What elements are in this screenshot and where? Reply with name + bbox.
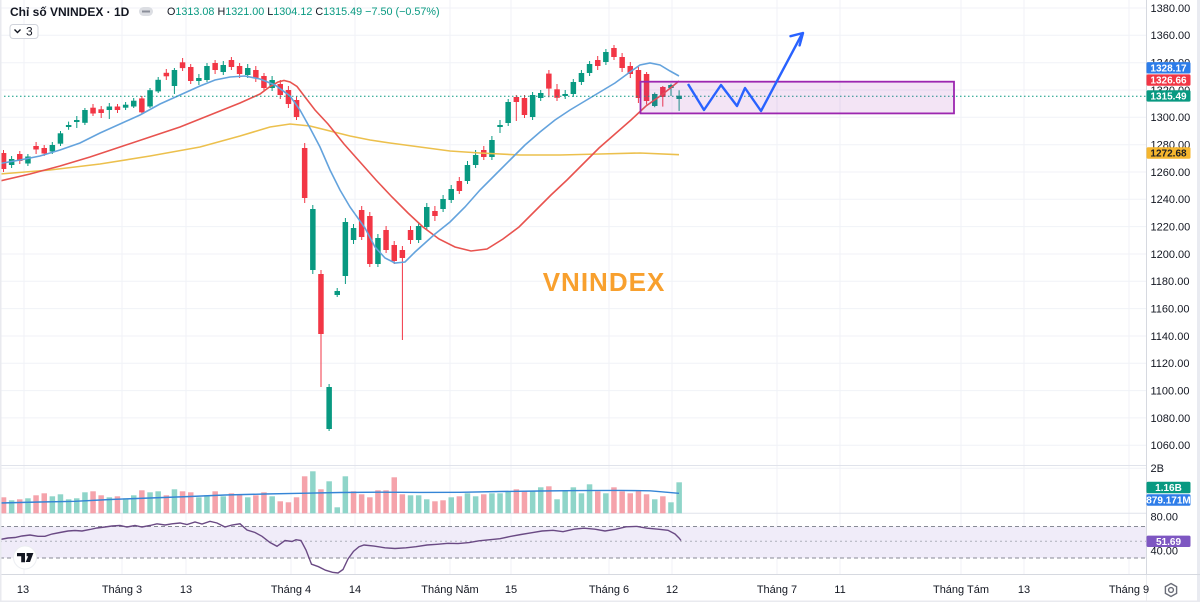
svg-text:13: 13 xyxy=(17,584,29,596)
svg-text:1140.00: 1140.00 xyxy=(1151,331,1190,343)
svg-text:14: 14 xyxy=(349,584,361,596)
svg-text:1328.17: 1328.17 xyxy=(1150,63,1187,74)
svg-text:VNINDEX: VNINDEX xyxy=(543,267,666,297)
svg-text:13: 13 xyxy=(180,584,192,596)
svg-text:Tháng 4: Tháng 4 xyxy=(271,584,311,596)
svg-text:1100.00: 1100.00 xyxy=(1151,385,1190,397)
svg-text:80.00: 80.00 xyxy=(1151,512,1179,524)
svg-text:1380.00: 1380.00 xyxy=(1151,3,1191,15)
svg-text:O1313.08 H1321.00 L1304.12 C13: O1313.08 H1321.00 L1304.12 C1315.49 −7.5… xyxy=(167,6,440,18)
svg-text:12: 12 xyxy=(666,584,678,596)
svg-text:Tháng 3: Tháng 3 xyxy=(102,584,142,596)
svg-text:1300.00: 1300.00 xyxy=(1151,112,1191,124)
svg-text:1.16B: 1.16B xyxy=(1155,483,1182,494)
svg-text:Tháng Năm: Tháng Năm xyxy=(421,584,478,596)
svg-text:Tháng Tám: Tháng Tám xyxy=(933,584,989,596)
svg-text:Chỉ số VNINDEX · 1D: Chỉ số VNINDEX · 1D xyxy=(10,5,130,19)
svg-text:1326.66: 1326.66 xyxy=(1150,76,1187,87)
svg-text:2B: 2B xyxy=(1151,463,1164,475)
svg-text:1080.00: 1080.00 xyxy=(1151,413,1191,425)
svg-text:1220.00: 1220.00 xyxy=(1151,221,1191,233)
svg-text:15: 15 xyxy=(505,584,517,596)
svg-text:Tháng 9: Tháng 9 xyxy=(1109,584,1149,596)
svg-text:1060.00: 1060.00 xyxy=(1151,440,1191,452)
svg-text:1200.00: 1200.00 xyxy=(1151,249,1191,261)
svg-text:1272.68: 1272.68 xyxy=(1150,149,1187,160)
svg-text:1120.00: 1120.00 xyxy=(1151,358,1190,370)
svg-text:3: 3 xyxy=(26,25,33,39)
svg-text:1315.49: 1315.49 xyxy=(1150,92,1187,103)
svg-text:Tháng 6: Tháng 6 xyxy=(589,584,629,596)
svg-text:Tháng 7: Tháng 7 xyxy=(757,584,797,596)
svg-text:1360.00: 1360.00 xyxy=(1151,30,1191,42)
svg-text:40.00: 40.00 xyxy=(1151,546,1179,558)
svg-text:1180.00: 1180.00 xyxy=(1151,276,1190,288)
svg-text:11: 11 xyxy=(834,584,845,596)
svg-text:13: 13 xyxy=(1018,584,1030,596)
svg-text:1260.00: 1260.00 xyxy=(1151,167,1191,179)
svg-text:51.69: 51.69 xyxy=(1156,537,1181,548)
svg-text:1160.00: 1160.00 xyxy=(1151,303,1190,315)
svg-text:1240.00: 1240.00 xyxy=(1151,194,1191,206)
svg-text:879.171M: 879.171M xyxy=(1146,496,1190,507)
